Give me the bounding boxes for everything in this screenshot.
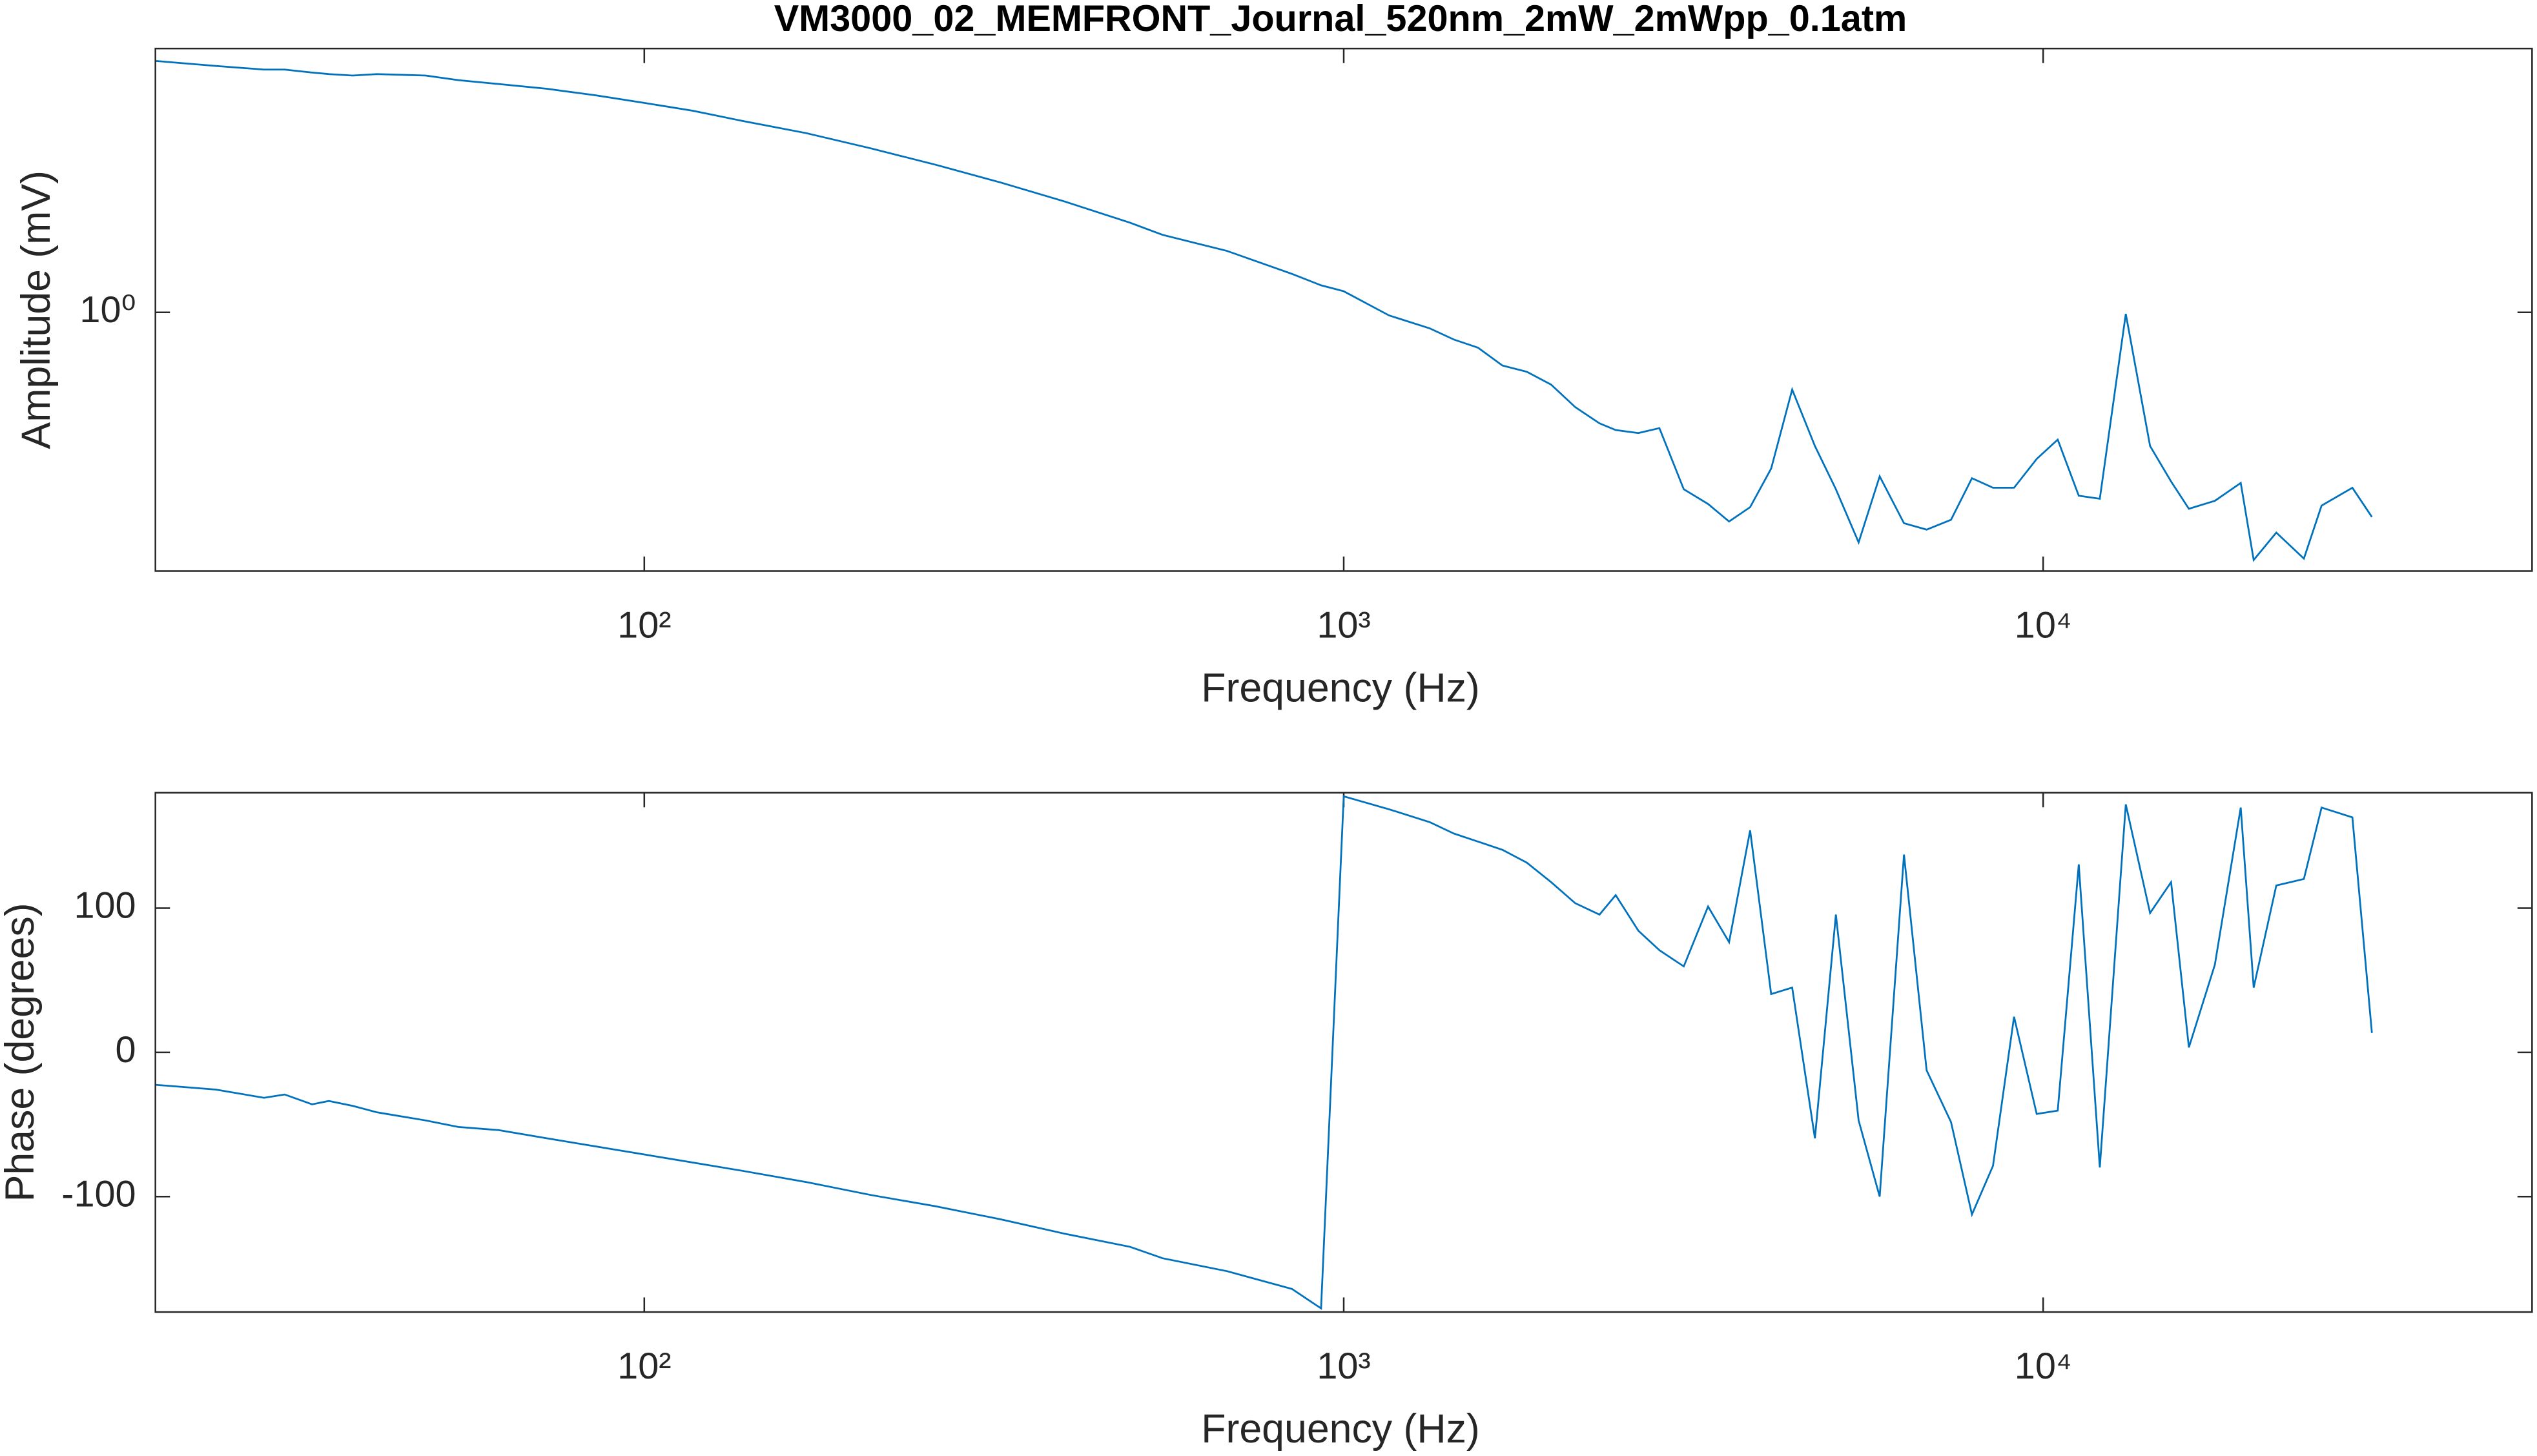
axes-box — [154, 47, 2533, 572]
y-tick-label: 100 — [74, 885, 136, 927]
x-axis-label: Frequency (Hz) — [1201, 1406, 1480, 1451]
y-axis-label: Phase (degrees) — [0, 903, 43, 1202]
y-axis-label: Amplitude (mV) — [14, 170, 59, 449]
axes-box — [154, 792, 2533, 1313]
chart-title: VM3000_02_MEMFRONT_Journal_520nm_2mW_2mW… — [774, 0, 1907, 39]
y-tick-label: 10⁰ — [79, 289, 136, 331]
x-tick-label: 10² — [617, 1346, 671, 1387]
x-tick-label: 10⁴ — [2015, 604, 2072, 646]
x-tick-label: 10³ — [1317, 1346, 1370, 1387]
x-axis-label: Frequency (Hz) — [1201, 665, 1480, 710]
x-tick-label: 10³ — [1317, 604, 1370, 646]
x-tick-label: 10² — [617, 604, 671, 646]
data-line — [155, 59, 2373, 562]
x-tick-label: 10⁴ — [2015, 1346, 2072, 1387]
data-line — [155, 795, 2373, 1310]
y-tick-label: 0 — [116, 1029, 136, 1071]
y-tick-label: -100 — [61, 1173, 136, 1215]
